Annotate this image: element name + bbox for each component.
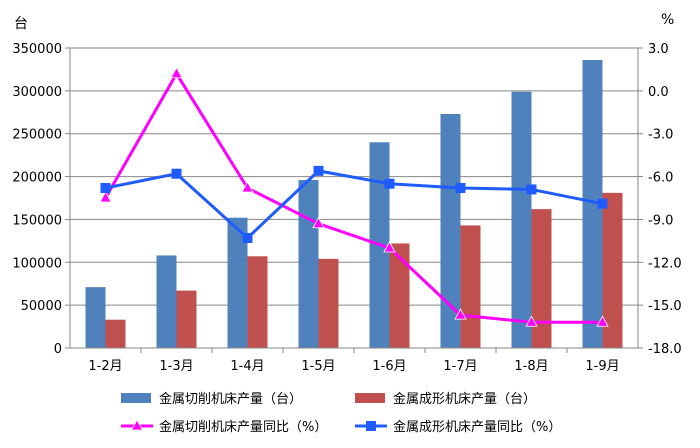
x-tick-label: 1-8月 bbox=[514, 359, 548, 374]
right-tick-label: 3.0 bbox=[648, 42, 669, 57]
legend-cutting-output-swatch bbox=[121, 393, 151, 403]
x-tick-label: 1-5月 bbox=[301, 359, 335, 374]
left-tick-label: 350000 bbox=[12, 42, 62, 57]
point-cutting-yoy bbox=[241, 181, 254, 193]
point-cutting-yoy bbox=[99, 191, 112, 203]
bar-cutting bbox=[440, 114, 461, 348]
point-forming-yoy bbox=[100, 183, 111, 193]
bar-forming bbox=[602, 192, 623, 348]
legend-forming-output-swatch bbox=[355, 393, 385, 403]
legend: 金属切削机床产量（台） 金属成形机床产量（台） 金属切削机床产量同比（%） 金属成形机… bbox=[121, 391, 561, 435]
bar-cutting bbox=[298, 180, 319, 348]
point-cutting-yoy bbox=[525, 315, 538, 327]
x-tick-label: 1-4月 bbox=[230, 359, 264, 374]
left-tick-label: 150000 bbox=[12, 213, 62, 228]
line-forming-yoy bbox=[105, 169, 603, 240]
right-tick-label: -6.0 bbox=[648, 171, 673, 186]
legend-forming-yoy-marker bbox=[366, 421, 376, 431]
legend-forming-output-label: 金属成形机床产量（台） bbox=[393, 391, 536, 407]
point-forming-yoy bbox=[313, 165, 324, 176]
left-axis-unit: 台 bbox=[14, 16, 28, 32]
bar-forming bbox=[318, 258, 339, 348]
point-forming-yoy bbox=[526, 184, 537, 195]
x-tick-label: 1-9月 bbox=[585, 359, 619, 374]
point-cutting-yoy bbox=[596, 315, 609, 327]
legend-forming-yoy-label: 金属成形机床产量同比（%） bbox=[393, 419, 561, 435]
right-tick-label: -18.0 bbox=[648, 342, 682, 357]
right-tick-label: -15.0 bbox=[648, 299, 682, 314]
axes: 0 50000 100000 150000 200000 250000 300000 3500… bbox=[12, 42, 681, 374]
left-tick-label: 250000 bbox=[12, 128, 62, 143]
bar-forming bbox=[105, 319, 126, 348]
bar-forming bbox=[389, 243, 410, 348]
point-forming-yoy bbox=[171, 168, 182, 179]
right-tick-label: 0.0 bbox=[648, 85, 669, 100]
bar-forming bbox=[176, 290, 197, 348]
line-cutting-yoy bbox=[104, 72, 603, 324]
point-forming-yoy bbox=[597, 198, 608, 209]
right-tick-label: -9.0 bbox=[648, 213, 673, 228]
legend-cutting-yoy-label: 金属切削机床产量同比（%） bbox=[159, 419, 327, 435]
left-tick-label: 200000 bbox=[12, 171, 62, 186]
left-tick-label: 0 bbox=[54, 342, 62, 357]
bar-cutting bbox=[227, 217, 248, 348]
right-tick-label: -3.0 bbox=[648, 128, 673, 143]
bar-cutting bbox=[85, 287, 106, 348]
bar-forming bbox=[460, 225, 481, 348]
bar-cutting bbox=[511, 91, 532, 348]
legend-cutting-output-label: 金属切削机床产量（台） bbox=[159, 391, 302, 407]
bar-forming bbox=[531, 209, 552, 348]
point-cutting-yoy bbox=[383, 241, 396, 253]
bar-cutting bbox=[156, 255, 177, 348]
x-tick-label: 1-3月 bbox=[159, 359, 193, 374]
x-tick-label: 1-2月 bbox=[88, 359, 122, 374]
legend-cutting-yoy-marker bbox=[130, 419, 144, 431]
line-series bbox=[99, 66, 609, 327]
point-forming-yoy bbox=[384, 178, 395, 189]
bar-cutting bbox=[582, 60, 603, 348]
point-forming-yoy bbox=[242, 233, 253, 243]
x-tick-label: 1-7月 bbox=[443, 359, 477, 374]
point-cutting-yoy bbox=[312, 216, 325, 229]
point-cutting-yoy bbox=[170, 66, 183, 79]
left-tick-label: 300000 bbox=[12, 85, 62, 100]
left-tick-label: 50000 bbox=[21, 299, 62, 314]
point-forming-yoy bbox=[455, 183, 466, 193]
bar-forming bbox=[247, 256, 268, 348]
right-tick-label: -12.0 bbox=[648, 256, 682, 271]
x-tick-label: 1-6月 bbox=[372, 359, 406, 374]
point-cutting-yoy bbox=[454, 308, 467, 320]
left-tick-label: 100000 bbox=[12, 256, 62, 271]
right-axis-unit: % bbox=[661, 12, 674, 28]
